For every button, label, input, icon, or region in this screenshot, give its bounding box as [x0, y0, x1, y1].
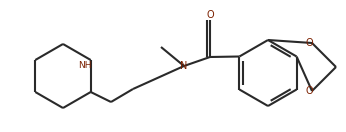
Text: N: N	[180, 61, 188, 71]
Text: NH: NH	[78, 60, 92, 70]
Text: O: O	[206, 10, 214, 20]
Text: O: O	[305, 86, 313, 96]
Text: O: O	[305, 38, 313, 48]
